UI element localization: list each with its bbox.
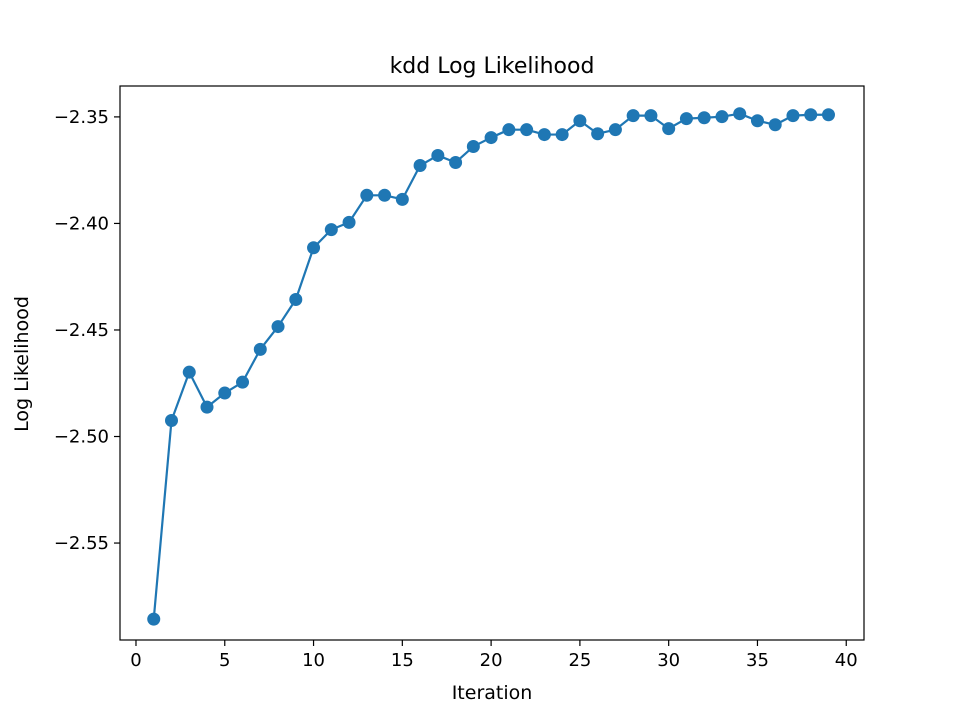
data-point <box>573 114 587 128</box>
data-point <box>253 342 267 356</box>
axes-frame <box>119 85 865 641</box>
data-point <box>360 188 374 202</box>
x-tick-label: 0 <box>130 650 141 671</box>
y-tick-label: −2.50 <box>54 427 109 448</box>
data-point <box>697 111 711 125</box>
y-tick-label: −2.55 <box>54 533 109 554</box>
y-tick-label: −2.45 <box>54 320 109 341</box>
data-point <box>307 241 321 255</box>
data-point <box>750 114 764 128</box>
x-tick-label: 15 <box>391 650 414 671</box>
data-point <box>413 158 427 172</box>
data-point <box>236 375 250 389</box>
data-point <box>164 414 178 428</box>
data-point <box>147 612 161 626</box>
x-tick-label: 10 <box>302 650 325 671</box>
data-point <box>821 108 835 122</box>
data-point <box>271 320 285 334</box>
data-point <box>449 155 463 169</box>
data-point <box>502 123 516 137</box>
data-point <box>520 123 534 137</box>
y-tick-label: −2.40 <box>54 213 109 234</box>
data-point <box>431 148 445 162</box>
y-axis-label: Log Likelihood <box>11 296 33 432</box>
data-point <box>768 118 782 132</box>
data-point <box>378 188 392 202</box>
data-point <box>342 215 356 229</box>
data-point <box>200 400 214 414</box>
data-point <box>786 109 800 123</box>
data-point <box>218 386 232 400</box>
chart-title: kdd Log Likelihood <box>390 54 595 79</box>
data-point <box>662 122 676 136</box>
x-tick-label: 30 <box>657 650 680 671</box>
x-tick-label: 25 <box>568 650 591 671</box>
data-point <box>626 109 640 123</box>
data-point <box>484 131 498 145</box>
data-point <box>715 110 729 124</box>
data-point <box>804 108 818 122</box>
data-point <box>555 128 569 142</box>
data-point <box>182 365 196 379</box>
data-point <box>324 223 338 237</box>
data-point <box>466 140 480 154</box>
x-tick-label: 5 <box>219 650 230 671</box>
data-point <box>537 128 551 142</box>
x-axis-label: Iteration <box>452 682 533 704</box>
x-tick-label: 35 <box>746 650 769 671</box>
y-tick-label: −2.35 <box>54 107 109 128</box>
data-point <box>395 192 409 206</box>
data-point <box>733 107 747 121</box>
data-point <box>289 293 303 307</box>
data-point <box>608 123 622 137</box>
x-tick-label: 20 <box>480 650 503 671</box>
x-tick-label: 40 <box>835 650 858 671</box>
data-point <box>679 112 693 126</box>
data-point <box>644 109 658 123</box>
data-point <box>591 127 605 141</box>
plot-layer: 0 5 10 15 20 25 30 35 40 −2.35 −2.40 −2.45 −2.50 −2.5… <box>54 85 865 671</box>
